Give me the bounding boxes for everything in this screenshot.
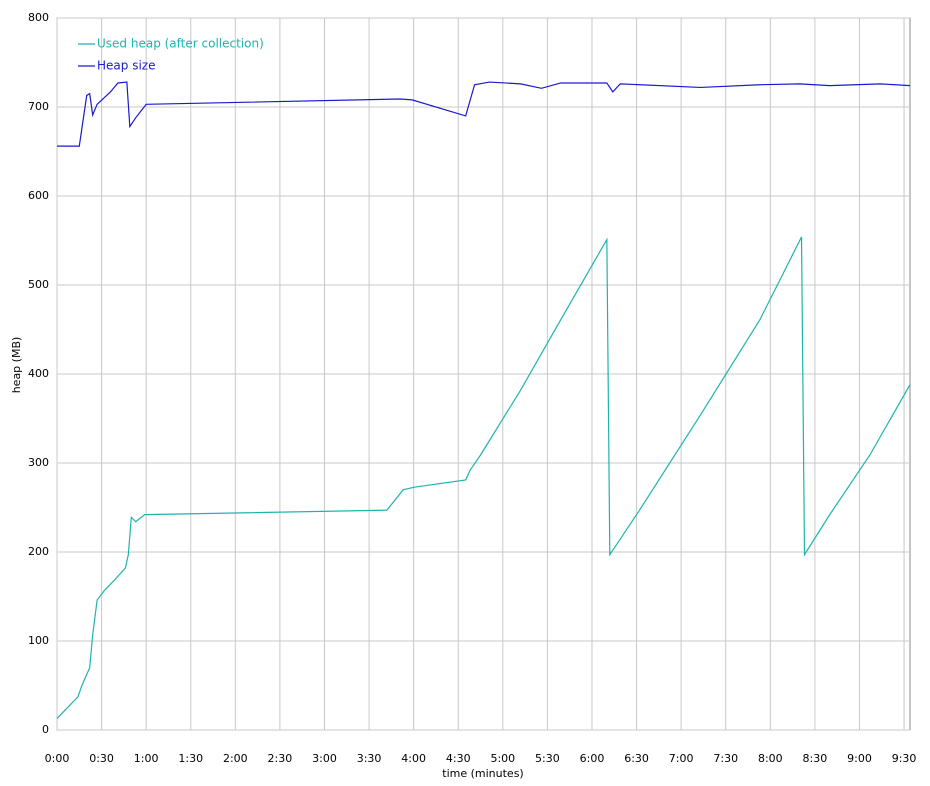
x-tick-label: 5:30 [535, 752, 560, 765]
x-axis-title: time (minutes) [442, 767, 523, 780]
y-tick-label: 200 [28, 545, 49, 558]
legend-label: Used heap (after collection) [97, 37, 264, 51]
y-tick-label: 0 [42, 723, 49, 736]
legend-label: Heap size [97, 59, 155, 73]
x-tick-label: 1:00 [134, 752, 159, 765]
x-tick-label: 3:00 [312, 752, 337, 765]
y-tick-label: 700 [28, 100, 49, 113]
y-tick-label: 800 [28, 11, 49, 24]
x-tick-label: 7:30 [713, 752, 738, 765]
x-tick-label: 9:30 [892, 752, 917, 765]
y-tick-label: 400 [28, 367, 49, 380]
y-tick-label: 100 [28, 634, 49, 647]
x-tick-label: 8:30 [803, 752, 828, 765]
line [57, 81, 911, 147]
x-tick-label: 7:00 [669, 752, 694, 765]
y-tick-label: 300 [28, 456, 49, 469]
x-tick-label: 1:30 [178, 752, 203, 765]
y-tick-label: 500 [28, 278, 49, 291]
x-tick-label: 6:00 [580, 752, 605, 765]
x-tick-label: 3:30 [357, 752, 382, 765]
x-tick-label: 2:30 [268, 752, 293, 765]
y-axis-title: heap (MB) [10, 337, 23, 394]
y-tick-label: 600 [28, 189, 49, 202]
x-tick-label: 5:00 [490, 752, 515, 765]
x-tick-label: 4:30 [446, 752, 471, 765]
x-tick-label: 2:00 [223, 752, 248, 765]
x-tick-label: 6:30 [624, 752, 649, 765]
line [56, 236, 911, 719]
x-tick-label: 8:00 [758, 752, 783, 765]
x-tick-label: 0:30 [89, 752, 114, 765]
x-tick-label: 4:00 [401, 752, 426, 765]
x-tick-label: 0:00 [45, 752, 70, 765]
x-tick-label: 9:00 [847, 752, 872, 765]
